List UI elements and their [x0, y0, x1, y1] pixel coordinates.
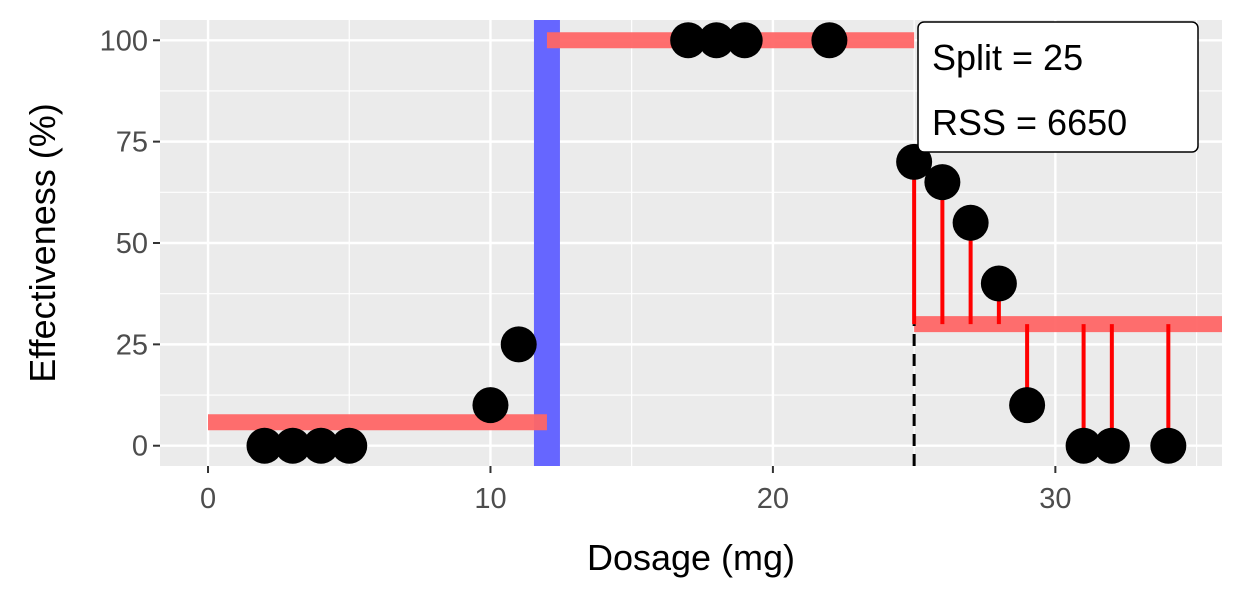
y-tick-label: 25: [116, 329, 148, 361]
x-tick-label: 30: [1039, 483, 1071, 515]
y-axis-title: Effectiveness (%): [22, 103, 63, 382]
annotation-line-split: Split = 25: [932, 37, 1083, 78]
data-points: [246, 22, 1187, 464]
data-point: [246, 427, 283, 464]
blue-split-band: [533, 20, 560, 466]
data-point: [1150, 427, 1187, 464]
x-tick-label: 20: [757, 483, 789, 515]
data-point: [1065, 427, 1102, 464]
annotation-box: Split = 25 RSS = 6650: [917, 21, 1199, 153]
data-point: [698, 22, 735, 59]
blue-split-bar: [533, 20, 560, 466]
data-point: [1009, 387, 1046, 424]
data-point: [924, 164, 961, 201]
data-point: [670, 22, 707, 59]
residual-lines: [912, 161, 1171, 446]
data-point: [331, 427, 368, 464]
annotation-box-frame: [917, 21, 1199, 153]
data-point: [811, 22, 848, 59]
y-tick-label: 75: [116, 127, 148, 159]
data-point: [726, 22, 763, 59]
x-axis-title: Dosage (mg): [587, 537, 795, 578]
annotation-line-rss: RSS = 6650: [932, 102, 1127, 143]
data-point: [1093, 427, 1130, 464]
data-point: [980, 265, 1017, 302]
y-tick-label: 50: [116, 228, 148, 260]
data-point: [500, 326, 537, 363]
data-point: [274, 427, 311, 464]
data-point: [896, 143, 933, 180]
x-tick-label: 10: [474, 483, 506, 515]
x-tick-label: 0: [200, 483, 216, 515]
y-axis-ticks: 0 25 50 75 100: [100, 25, 160, 463]
data-point: [472, 387, 509, 424]
data-point: [952, 204, 989, 241]
data-point: [302, 427, 339, 464]
y-tick-label: 0: [132, 431, 148, 463]
x-axis-ticks: 0 10 20 30: [200, 466, 1071, 515]
y-tick-label: 100: [100, 25, 148, 57]
